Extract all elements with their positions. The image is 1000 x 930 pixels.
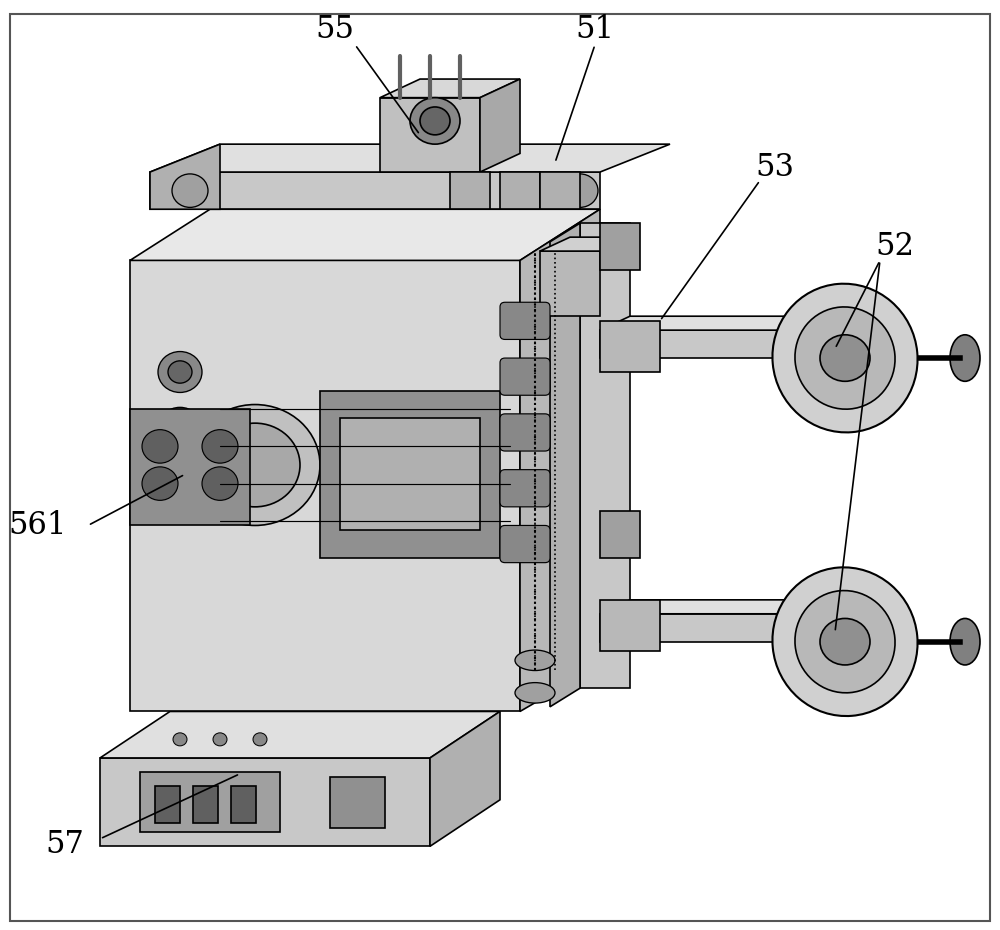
- Bar: [330, 777, 385, 828]
- Polygon shape: [550, 223, 580, 707]
- Polygon shape: [600, 321, 660, 372]
- Polygon shape: [340, 418, 480, 530]
- Circle shape: [158, 407, 202, 448]
- Circle shape: [820, 335, 870, 381]
- Ellipse shape: [772, 284, 918, 432]
- Circle shape: [172, 174, 208, 207]
- Text: 52: 52: [876, 231, 914, 262]
- Text: 55: 55: [316, 14, 354, 46]
- Circle shape: [202, 430, 238, 463]
- Circle shape: [168, 417, 192, 439]
- Polygon shape: [130, 409, 250, 525]
- Circle shape: [173, 733, 187, 746]
- Polygon shape: [150, 144, 220, 209]
- Circle shape: [213, 733, 227, 746]
- Polygon shape: [450, 172, 490, 209]
- Polygon shape: [130, 209, 600, 260]
- Circle shape: [168, 472, 192, 495]
- Polygon shape: [580, 223, 630, 688]
- Bar: [155, 786, 180, 823]
- Polygon shape: [520, 209, 600, 711]
- Ellipse shape: [515, 683, 555, 703]
- Ellipse shape: [772, 567, 918, 716]
- Polygon shape: [380, 98, 480, 172]
- FancyBboxPatch shape: [500, 358, 550, 395]
- Circle shape: [142, 430, 178, 463]
- Polygon shape: [150, 144, 670, 172]
- Circle shape: [253, 733, 267, 746]
- Text: 57: 57: [46, 829, 84, 860]
- Circle shape: [168, 361, 192, 383]
- Circle shape: [562, 174, 598, 207]
- Polygon shape: [600, 223, 640, 270]
- Polygon shape: [600, 330, 820, 358]
- Ellipse shape: [795, 591, 895, 693]
- Text: 51: 51: [576, 14, 614, 46]
- Circle shape: [158, 352, 202, 392]
- Polygon shape: [140, 772, 280, 832]
- Circle shape: [202, 467, 238, 500]
- Circle shape: [142, 467, 178, 500]
- Ellipse shape: [950, 618, 980, 665]
- FancyBboxPatch shape: [500, 302, 550, 339]
- Circle shape: [820, 618, 870, 665]
- FancyBboxPatch shape: [500, 414, 550, 451]
- Polygon shape: [540, 172, 580, 209]
- Polygon shape: [480, 79, 520, 172]
- Polygon shape: [100, 711, 500, 758]
- Text: 561: 561: [9, 510, 67, 541]
- Circle shape: [420, 107, 450, 135]
- Polygon shape: [100, 758, 430, 846]
- Circle shape: [410, 98, 460, 144]
- Polygon shape: [600, 600, 660, 651]
- Ellipse shape: [515, 650, 555, 671]
- Circle shape: [190, 405, 320, 525]
- Polygon shape: [150, 172, 600, 209]
- Polygon shape: [600, 512, 640, 558]
- Polygon shape: [500, 172, 540, 209]
- Bar: [231, 786, 256, 823]
- FancyBboxPatch shape: [500, 525, 550, 563]
- Circle shape: [210, 423, 300, 507]
- Polygon shape: [600, 316, 850, 330]
- Ellipse shape: [950, 335, 980, 381]
- Circle shape: [158, 463, 202, 504]
- Polygon shape: [130, 260, 520, 711]
- FancyBboxPatch shape: [500, 470, 550, 507]
- Polygon shape: [430, 711, 500, 846]
- Polygon shape: [320, 391, 500, 558]
- Polygon shape: [380, 79, 520, 98]
- Polygon shape: [600, 600, 850, 614]
- Polygon shape: [540, 237, 630, 251]
- Bar: [193, 786, 218, 823]
- Polygon shape: [540, 251, 600, 316]
- Ellipse shape: [795, 307, 895, 409]
- Polygon shape: [600, 614, 820, 642]
- Text: 53: 53: [756, 152, 794, 183]
